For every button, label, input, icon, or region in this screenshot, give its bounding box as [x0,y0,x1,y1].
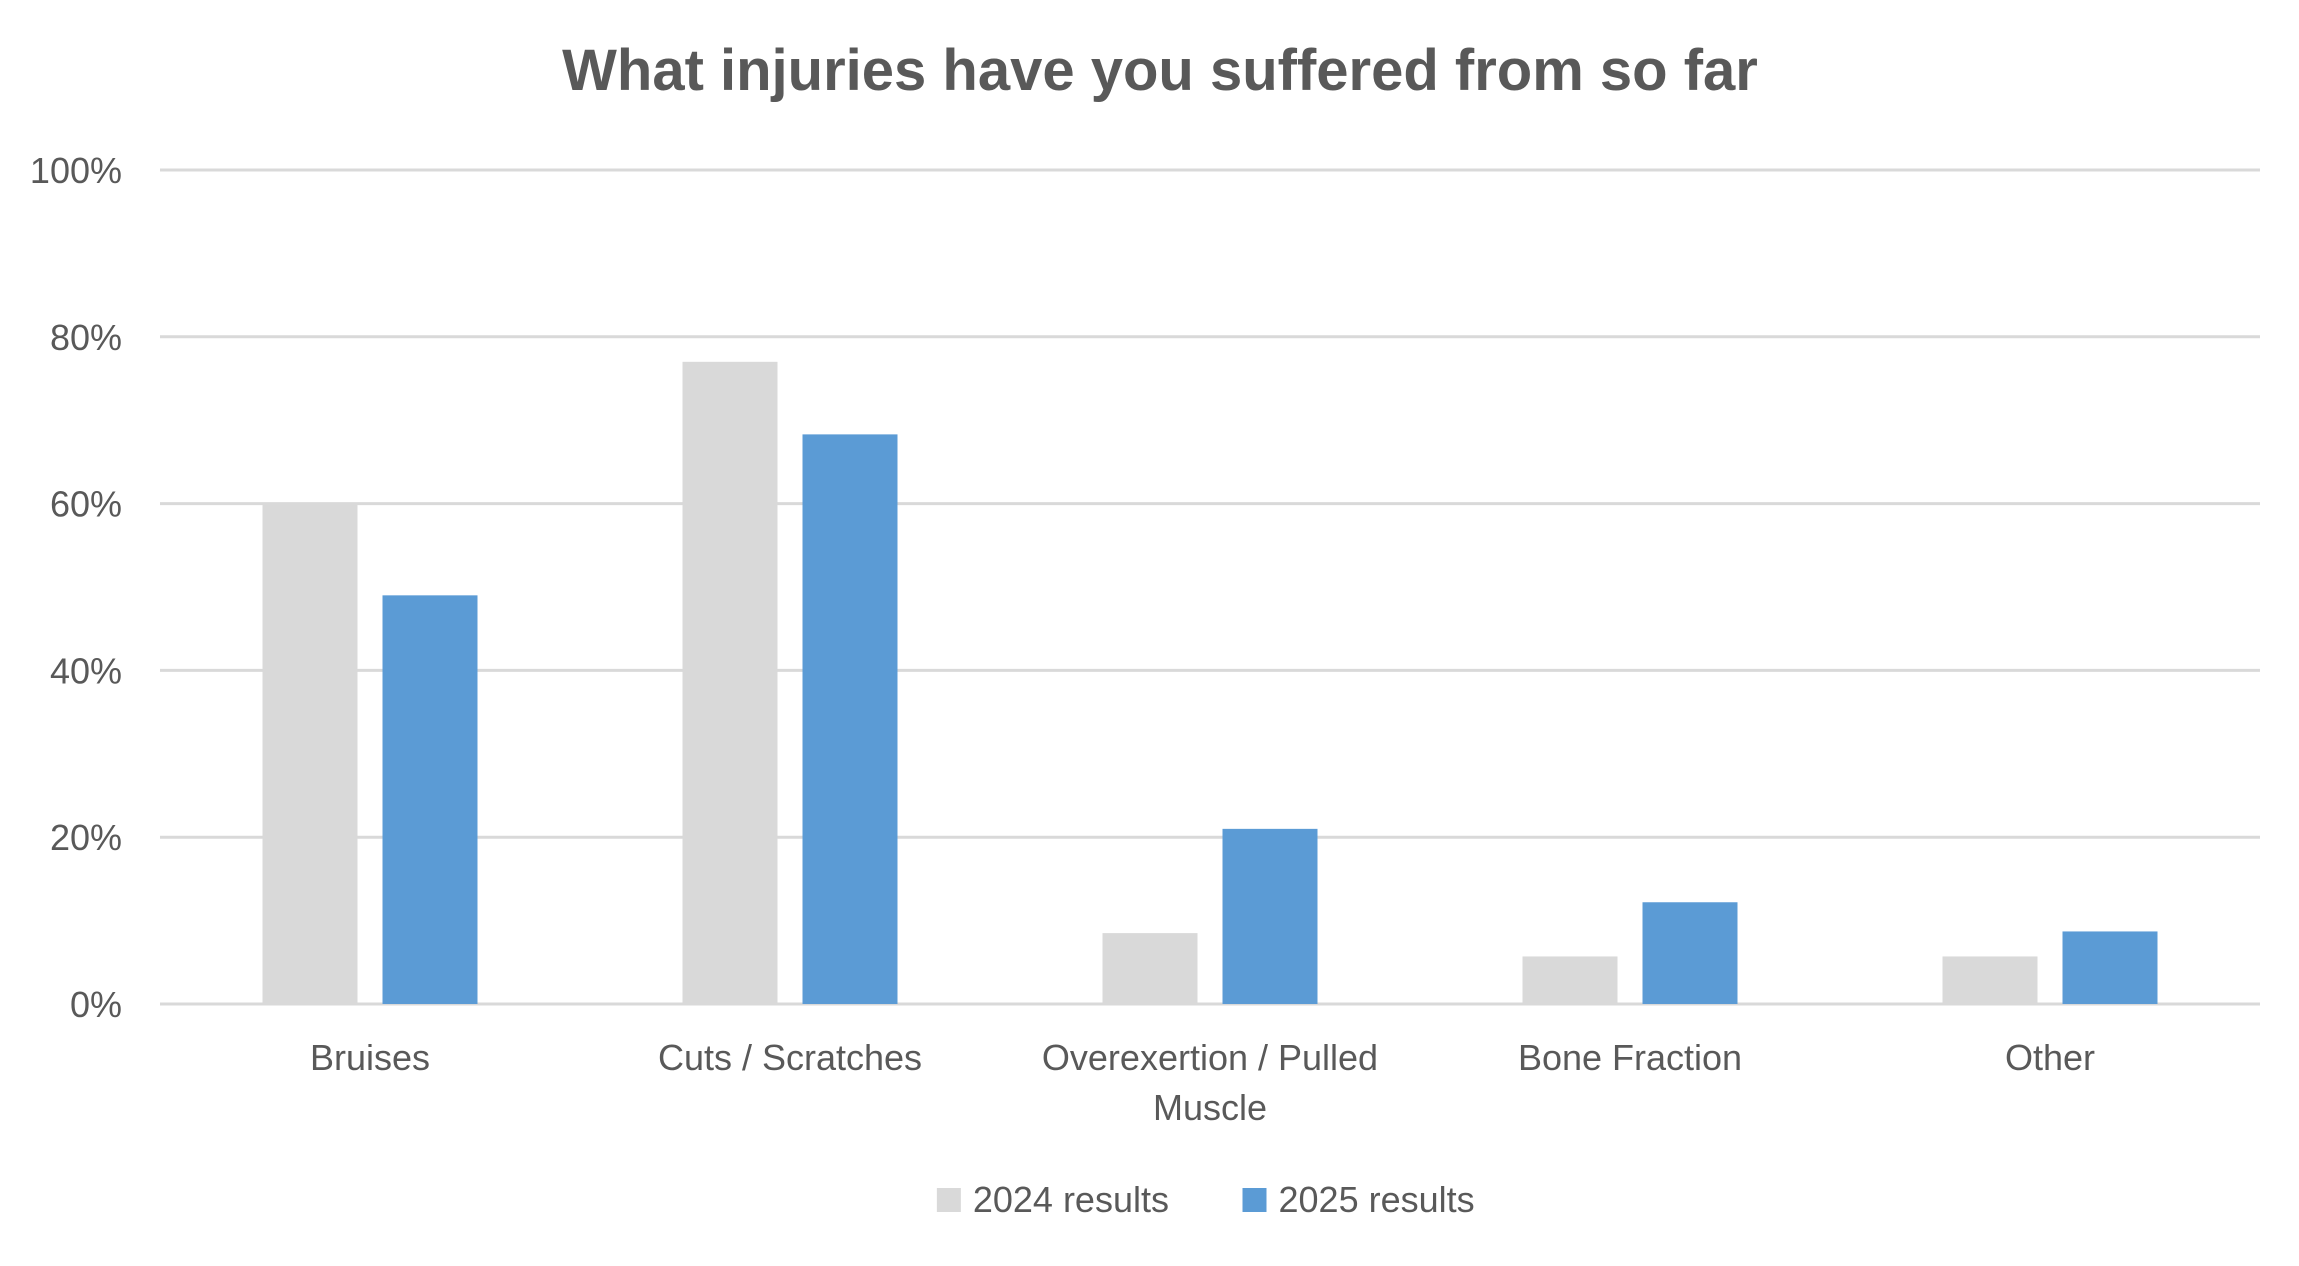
y-tick-label-40: 40% [50,650,122,691]
bar-2025-results-3 [1642,902,1738,1004]
chart-title: What injuries have you suffered from so … [562,38,1758,103]
y-axis-tick-labels: 0% 20% 40% 60% 80% 100% [30,150,122,1025]
bar-2024-results-0 [262,503,358,1004]
gridlines [160,168,2260,1006]
x-category-label-2-line2: Muscle [1153,1087,1267,1128]
bars [262,361,2158,1004]
bar-2025-results-1 [802,434,898,1004]
bar-2024-results-3 [1522,956,1618,1004]
y-tick-label-60: 60% [50,484,122,525]
legend-label-0: 2024 results [973,1179,1169,1220]
y-tick-label-80: 80% [50,317,122,358]
bar-2024-results-1 [682,361,778,1004]
bar-2024-results-4 [1942,956,2038,1004]
bar-2025-results-2 [1222,828,1318,1004]
x-category-label-3: Bone Fraction [1518,1037,1742,1078]
x-category-label-1: Cuts / Scratches [658,1037,922,1078]
bar-2025-results-0 [382,595,478,1004]
legend-swatch-1 [1242,1188,1267,1212]
y-tick-label-0: 0% [70,984,122,1025]
legend-label-1: 2025 results [1279,1179,1475,1220]
bar-2025-results-4 [2062,931,2158,1004]
legend: 2024 results 2025 results [936,1179,1475,1220]
x-category-label-2: Overexertion / Pulled [1042,1037,1378,1078]
x-category-label-4: Other [2005,1037,2095,1078]
x-axis-category-labels: Bruises Cuts / Scratches Overexertion / Pu… [310,1037,2095,1128]
y-tick-label-100: 100% [30,150,122,191]
legend-swatch-0 [936,1188,961,1212]
x-category-label-0: Bruises [310,1037,430,1078]
y-tick-label-20: 20% [50,817,122,858]
bar-2024-results-2 [1102,933,1198,1004]
